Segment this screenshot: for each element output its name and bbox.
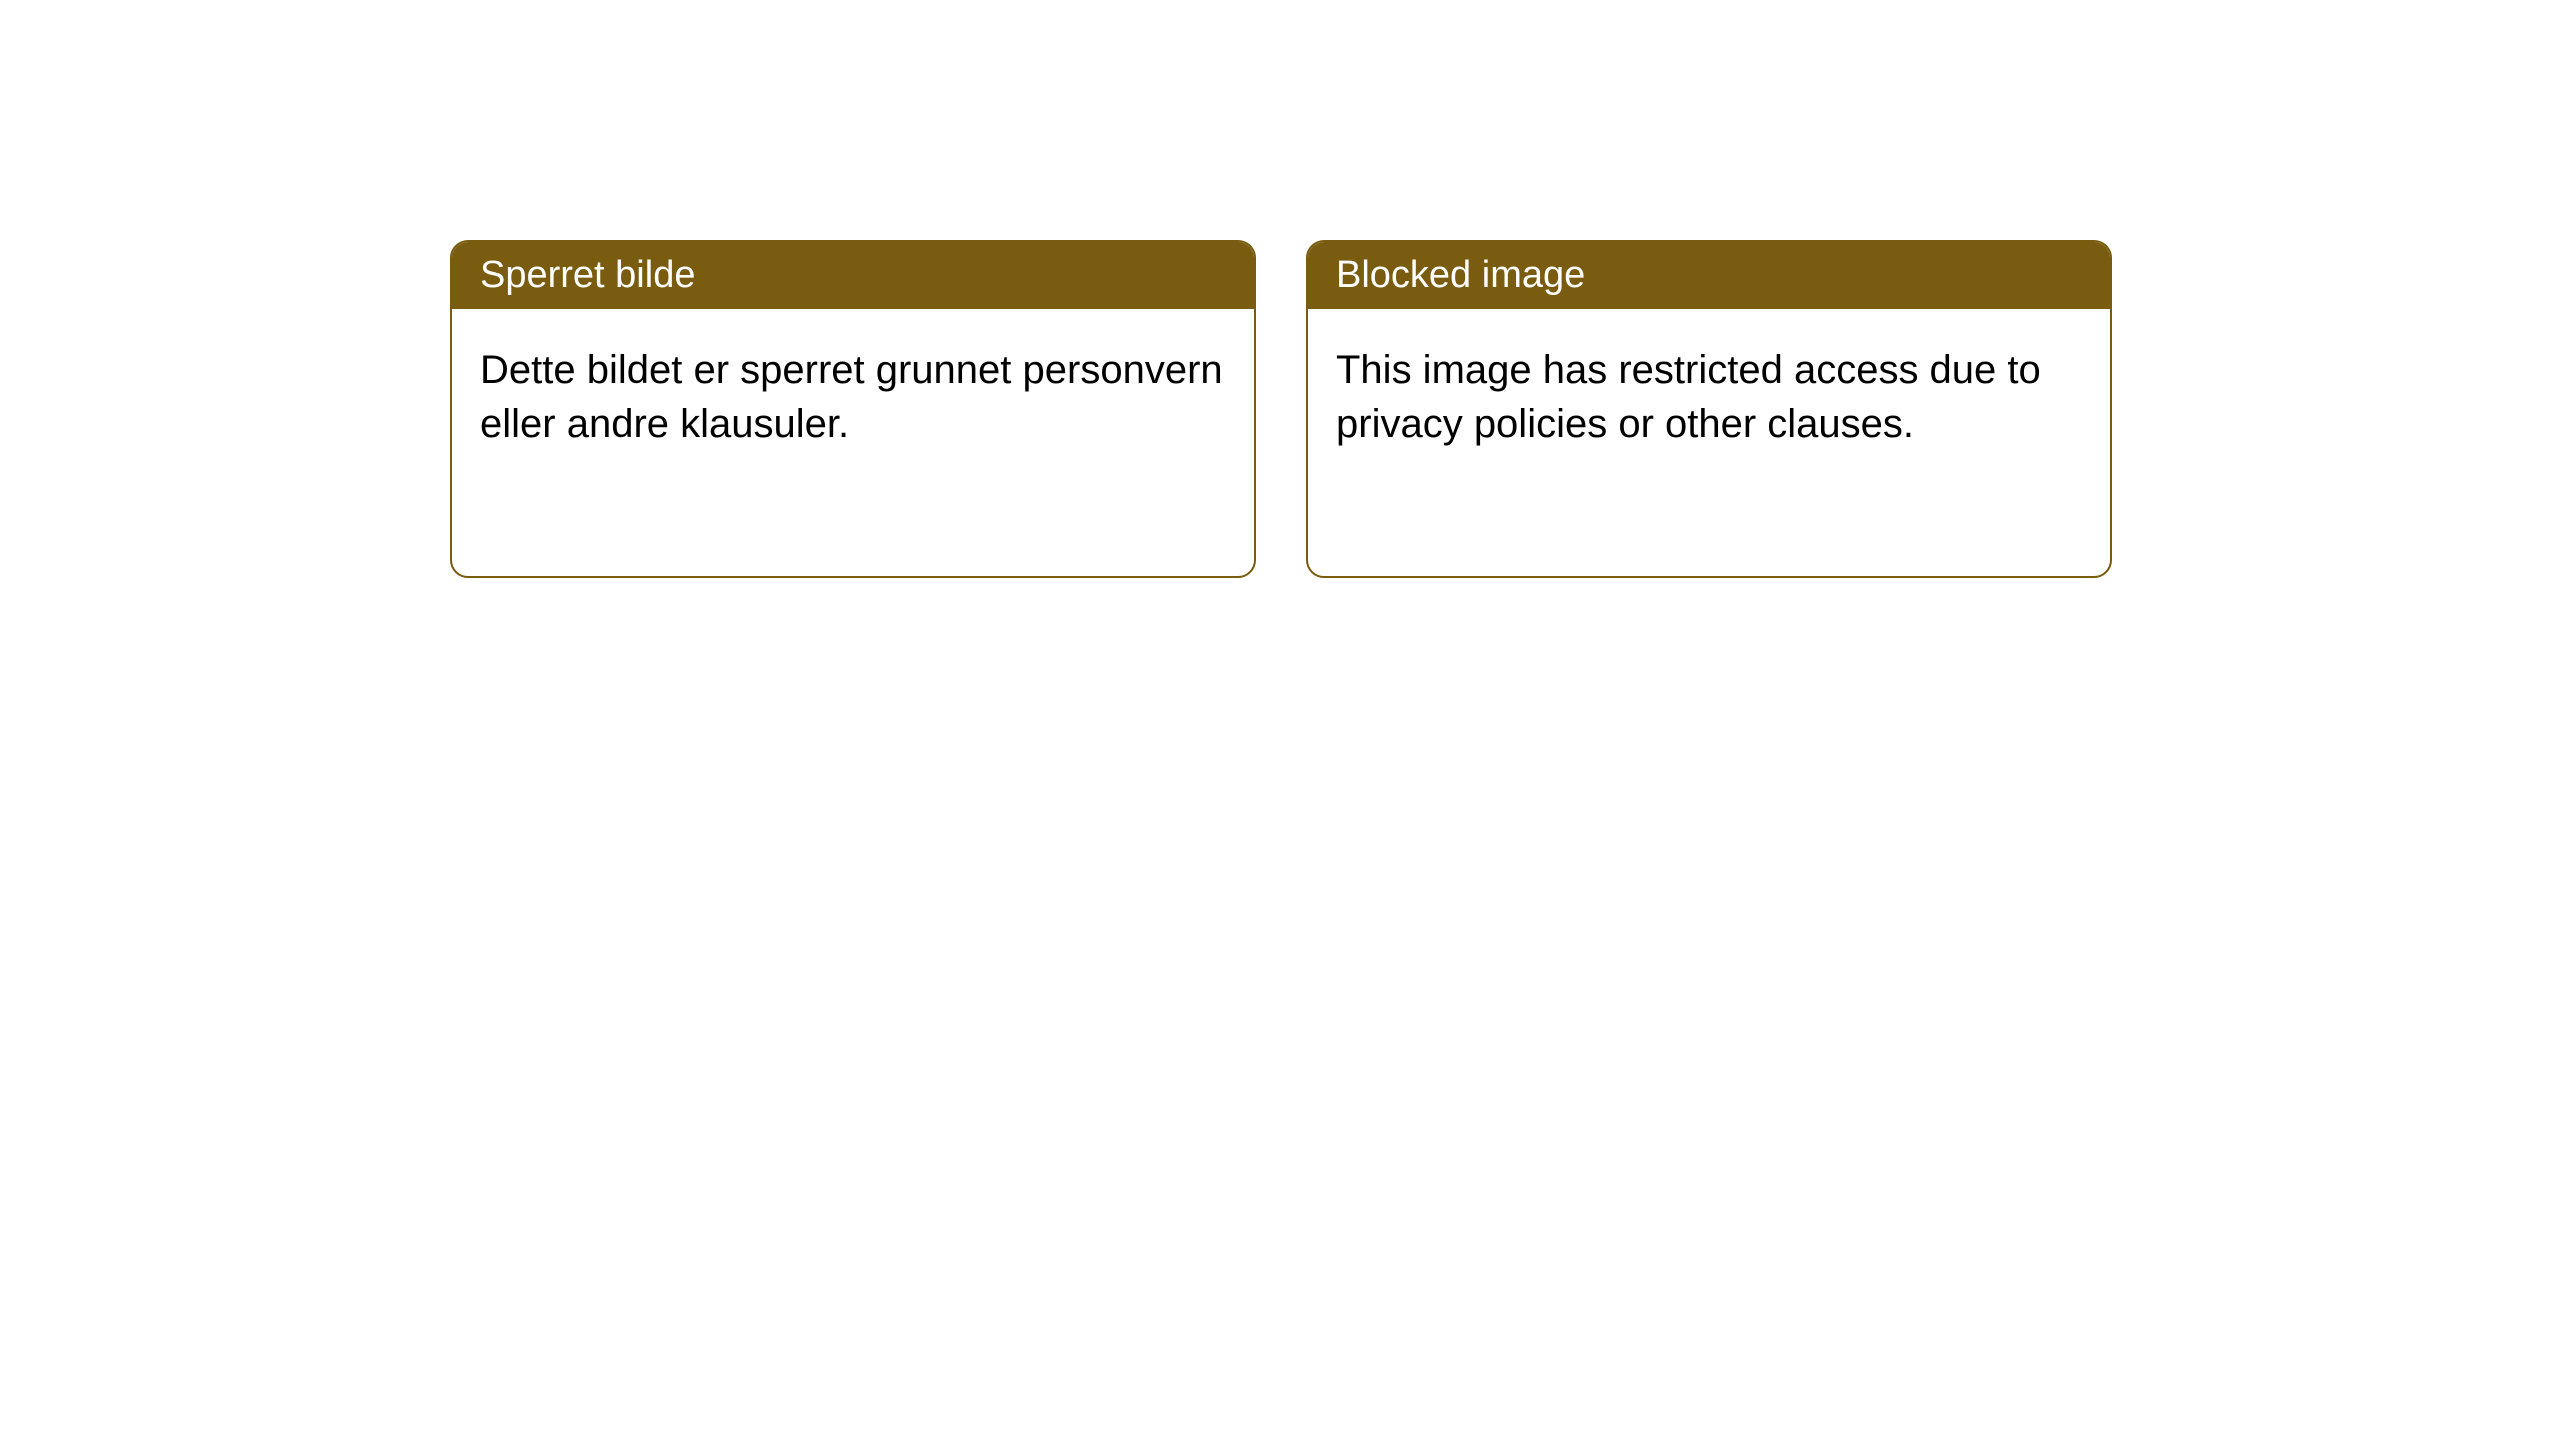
blocked-image-card-en: Blocked image This image has restricted … [1306, 240, 2112, 578]
card-title: Blocked image [1336, 254, 1585, 296]
card-title: Sperret bilde [480, 254, 695, 296]
card-body-text: This image has restricted access due to … [1336, 348, 2041, 446]
card-header: Blocked image [1308, 242, 2110, 309]
card-body: Dette bildet er sperret grunnet personve… [452, 309, 1254, 485]
blocked-image-card-no: Sperret bilde Dette bildet er sperret gr… [450, 240, 1256, 578]
card-body: This image has restricted access due to … [1308, 309, 2110, 485]
card-header: Sperret bilde [452, 242, 1254, 309]
card-body-text: Dette bildet er sperret grunnet personve… [480, 348, 1223, 446]
cards-container: Sperret bilde Dette bildet er sperret gr… [0, 0, 2560, 578]
